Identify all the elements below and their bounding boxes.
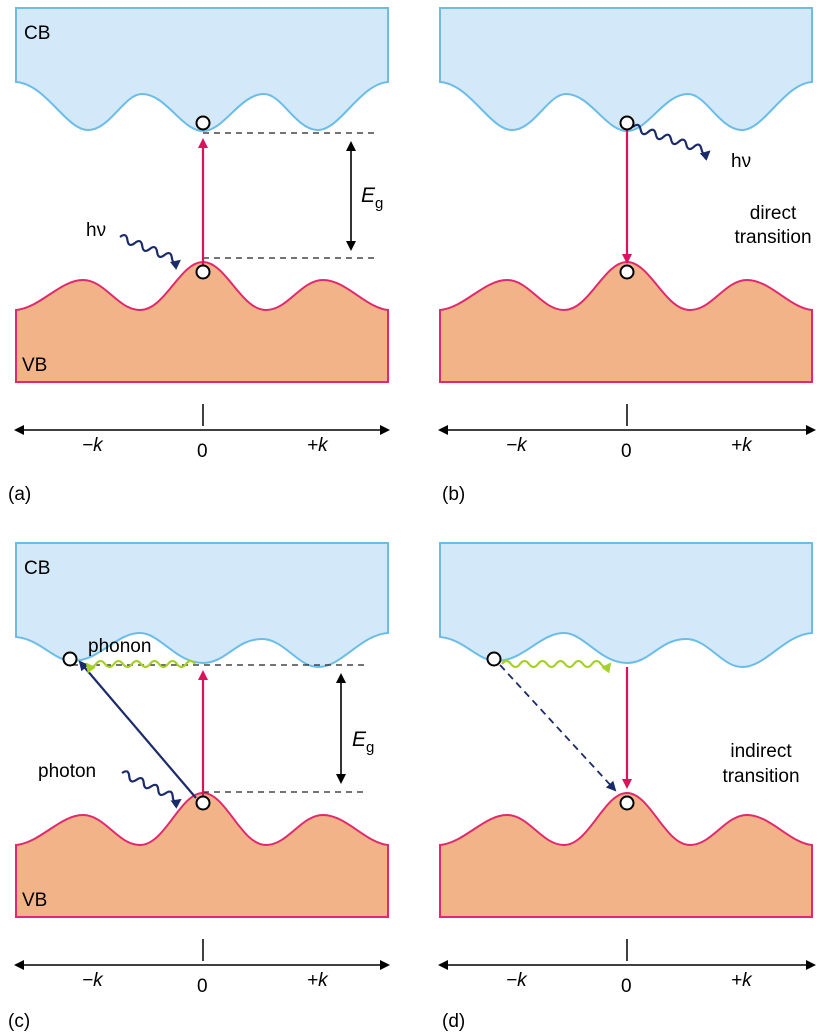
pos-k-label: +k bbox=[307, 970, 329, 991]
photon-wave-icon bbox=[632, 123, 711, 161]
hole-circle bbox=[619, 795, 635, 811]
neg-k-label: −k bbox=[506, 435, 528, 456]
panel-letter: (b) bbox=[442, 484, 465, 505]
valence-band bbox=[15, 260, 389, 383]
panel-a: CB VB hν Eg −k 0 +k (a) bbox=[8, 7, 390, 505]
phonon-wave-icon bbox=[85, 659, 196, 674]
panel-letter: (a) bbox=[8, 484, 31, 505]
hole-circle bbox=[195, 264, 211, 280]
photon-momentum-arrow bbox=[78, 660, 197, 799]
photon-label: photon bbox=[38, 761, 96, 782]
phonon-label: phonon bbox=[88, 636, 151, 657]
caption-line2: transition bbox=[722, 766, 799, 787]
pos-k-label: +k bbox=[731, 970, 753, 991]
pos-k-label: +k bbox=[731, 435, 753, 456]
eg-label: Eg bbox=[361, 184, 383, 212]
hole-circle bbox=[619, 264, 635, 280]
caption-line1: indirect bbox=[730, 741, 792, 762]
panel-b: hν direct transition −k 0 +k (b) bbox=[438, 7, 816, 505]
zero-label: 0 bbox=[197, 441, 208, 462]
photon-wave-icon bbox=[119, 233, 181, 270]
phonon-wave-icon bbox=[501, 659, 612, 674]
cb-label: CB bbox=[24, 558, 50, 579]
zero-label: 0 bbox=[197, 976, 208, 997]
neg-k-label: −k bbox=[506, 970, 528, 991]
photon-label: hν bbox=[86, 220, 106, 241]
electron-circle bbox=[619, 115, 635, 131]
caption-line2: transition bbox=[734, 227, 811, 248]
zero-label: 0 bbox=[621, 441, 632, 462]
conduction-band bbox=[439, 542, 813, 669]
panel-letter: (c) bbox=[8, 1011, 30, 1032]
panel-letter: (d) bbox=[442, 1011, 465, 1032]
panel-c: CB VB phonon photon Eg −k 0 +k (c) bbox=[8, 542, 390, 1032]
panel-d: indirect transition −k 0 +k (d) bbox=[438, 542, 816, 1032]
electron-circle bbox=[195, 115, 211, 131]
zero-label: 0 bbox=[621, 976, 632, 997]
photon-wave-icon bbox=[121, 770, 182, 809]
pos-k-label: +k bbox=[307, 435, 329, 456]
conduction-band bbox=[439, 7, 813, 133]
cb-label: CB bbox=[24, 23, 50, 44]
eg-label: Eg bbox=[352, 728, 374, 756]
indirect-path-arrow bbox=[499, 664, 617, 792]
conduction-band bbox=[15, 7, 389, 133]
conduction-band bbox=[15, 542, 389, 669]
electron-circle bbox=[62, 651, 78, 667]
electron-circle bbox=[486, 651, 502, 667]
valence-band bbox=[439, 260, 813, 383]
vb-label: VB bbox=[22, 890, 47, 911]
valence-band bbox=[15, 791, 389, 918]
neg-k-label: −k bbox=[82, 970, 104, 991]
valence-band bbox=[439, 791, 813, 918]
neg-k-label: −k bbox=[82, 435, 104, 456]
caption-line1: direct bbox=[750, 203, 797, 224]
hole-circle bbox=[195, 795, 211, 811]
photon-label: hν bbox=[731, 151, 751, 172]
vb-label: VB bbox=[22, 355, 47, 376]
